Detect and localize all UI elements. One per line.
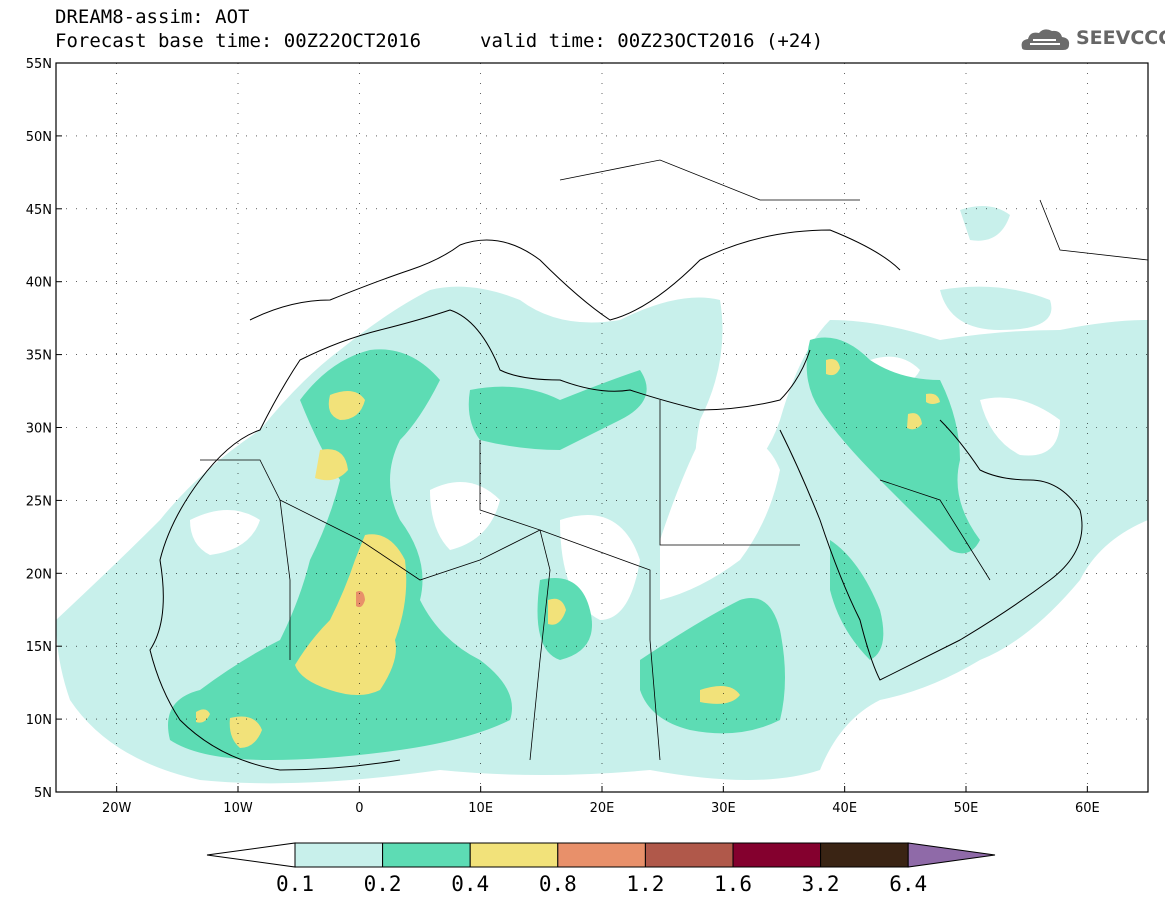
lat-label: 50N <box>26 130 52 145</box>
aot-level-0.4 <box>196 359 940 748</box>
graticule <box>56 62 1148 793</box>
colorbar-label: 0.4 <box>451 872 489 896</box>
lat-label: 30N <box>26 422 52 437</box>
title-line1: DREAM8-assim: AOT <box>55 6 250 28</box>
colorbar-box <box>469 842 559 868</box>
country-borders <box>200 159 1148 761</box>
valid-time: valid time: 00Z23OCT2016 (+24) <box>480 30 824 52</box>
colorbar-box <box>644 842 734 868</box>
lon-label: 20E <box>590 801 615 816</box>
lon-label: 20W <box>102 801 132 816</box>
lat-label: 55N <box>26 57 52 72</box>
cloud-logo-icon <box>1021 29 1070 50</box>
aot-fields <box>56 159 1148 784</box>
coastlines <box>149 229 1083 771</box>
lon-label: 60E <box>1075 801 1100 816</box>
logo-text: SEEVCCC <box>1076 27 1165 49</box>
lon-label: 10W <box>223 801 253 816</box>
colorbar-below-arrow <box>206 842 296 868</box>
colorbar-labels: 0.1 0.2 0.4 0.8 1.2 1.6 3.2 6.4 <box>276 872 927 896</box>
colorbar-box <box>732 842 822 868</box>
colorbar-label: 1.6 <box>714 872 752 896</box>
lon-label: 30E <box>711 801 736 816</box>
aot-level-0.2 <box>168 337 980 760</box>
lat-label: 45N <box>26 203 52 218</box>
colorbar-label: 0.8 <box>539 872 577 896</box>
lat-label: 15N <box>26 640 52 655</box>
lon-label: 0 <box>355 801 363 816</box>
aot-level-0.8 <box>356 591 365 608</box>
longitude-labels: 20W 10W 0 10E 20E 30E 40E 50E 60E <box>102 801 1100 816</box>
colorbar-box <box>294 842 384 868</box>
colorbar-box <box>382 842 471 868</box>
lon-label: 50E <box>954 801 979 816</box>
lat-label: 20N <box>26 567 52 582</box>
lat-label: 25N <box>26 494 52 509</box>
lat-label: 40N <box>26 276 52 291</box>
colorbar-label: 1.2 <box>626 872 664 896</box>
lon-label: 40E <box>832 801 857 816</box>
lat-label: 5N <box>34 786 52 801</box>
colorbar-label: 6.4 <box>889 872 927 896</box>
lon-label: 10E <box>468 801 493 816</box>
colorbar-label: 3.2 <box>802 872 840 896</box>
lat-label: 10N <box>26 713 52 728</box>
colorbar-box <box>557 842 646 868</box>
aot-level-below <box>190 356 1060 620</box>
colorbar-above-arrow <box>907 842 996 868</box>
colorbar-boxes <box>206 842 996 868</box>
colorbar-label: 0.2 <box>364 872 402 896</box>
latitude-labels: 55N 50N 45N 40N 35N 30N 25N 20N 15N 10N 5N <box>26 57 52 801</box>
colorbar-box <box>820 842 909 868</box>
lat-label: 35N <box>26 349 52 364</box>
forecast-base-time: Forecast base time: 00Z22OCT2016 <box>55 30 422 52</box>
colorbar-label: 0.1 <box>276 872 314 896</box>
